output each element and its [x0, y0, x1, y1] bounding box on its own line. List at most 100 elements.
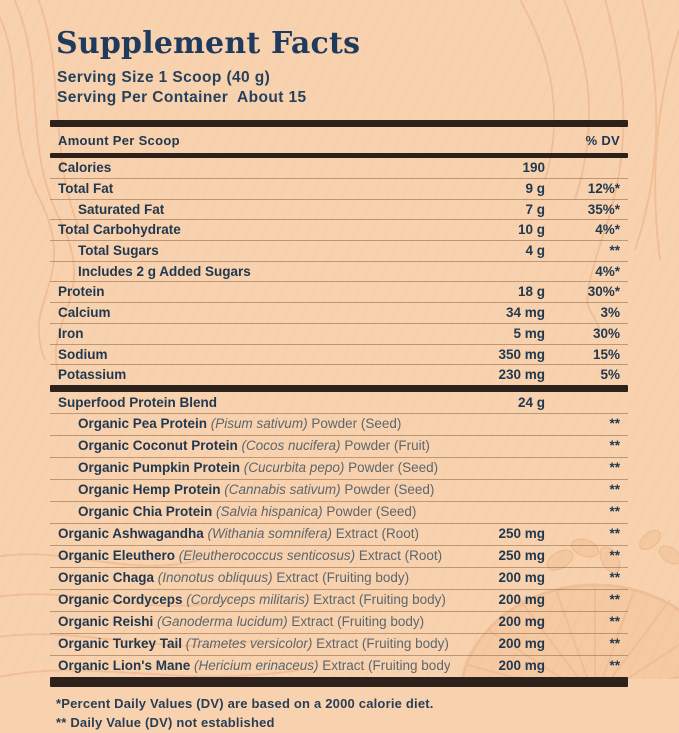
ingredient-name: Organic Reishi (Ganoderma lucidum) Extra… — [58, 614, 425, 630]
daily-value: 12%* — [587, 181, 620, 197]
amount-value: 250 mg — [498, 548, 545, 564]
amount-value: 4 g — [525, 243, 545, 259]
column-header-row: Amount Per Scoop % DV — [50, 127, 628, 153]
nutrient-table: Calories 190 Total Fat 9 g 12%* Saturated Fat… — [50, 158, 628, 385]
daily-value: ** — [609, 658, 620, 674]
ingredient-name: Total Fat — [58, 181, 114, 197]
amount-value: 7 g — [525, 201, 545, 217]
divider-bar-header — [50, 153, 628, 159]
amount-value: 10 g — [517, 222, 545, 238]
table-row: Sodium 350 mg 15% — [50, 345, 628, 366]
daily-value: ** — [609, 482, 620, 498]
table-row: Organic Hemp Protein (Cannabis sativum) … — [50, 480, 628, 502]
daily-value: 5% — [600, 367, 620, 383]
blend-table: Superfood Protein Blend 24 g Organic Pea P… — [50, 392, 628, 677]
daily-value: ** — [609, 416, 620, 432]
ingredient-name: Organic Chia Protein (Salvia hispanica) … — [78, 504, 417, 520]
ingredient-name: Sodium — [58, 346, 108, 362]
divider-bar-top — [50, 120, 628, 128]
ingredient-name: Includes 2 g Added Sugars — [78, 263, 251, 279]
servings-per-container-text: Serving Per Container About 15 — [57, 89, 307, 107]
amount-value: 200 mg — [498, 636, 545, 652]
divider-bar-middle — [50, 384, 628, 392]
ingredient-name: Organic Hemp Protein (Cannabis sativum) … — [78, 482, 435, 498]
table-row: Organic Lion's Mane (Hericium erinaceus)… — [50, 656, 628, 677]
daily-value: ** — [609, 592, 620, 608]
table-row: Superfood Protein Blend 24 g — [50, 392, 628, 414]
table-row: Organic Pumpkin Protein (Cucurbita pepo)… — [50, 458, 628, 480]
amount-value: 350 mg — [498, 346, 545, 362]
daily-value: ** — [609, 243, 620, 259]
table-row: Organic Cordyceps (Cordyceps militaris) … — [50, 590, 628, 612]
page-title: Supplement Facts — [56, 26, 361, 61]
daily-value: 3% — [600, 305, 620, 321]
amount-value: 200 mg — [498, 570, 545, 586]
table-row: Includes 2 g Added Sugars 4%* — [50, 262, 628, 283]
footnotes: *Percent Daily Values (DV) are based on … — [56, 694, 628, 733]
ingredient-name: Organic Ashwagandha (Withania somnifera)… — [58, 526, 419, 542]
amount-value: 24 g — [517, 394, 545, 410]
table-row: Organic Eleuthero (Eleutherococcus senti… — [50, 546, 628, 568]
amount-value: 230 mg — [498, 367, 545, 383]
amount-value: 9 g — [525, 181, 545, 197]
ingredient-name: Total Carbohydrate — [58, 222, 181, 238]
supplement-facts-panel: Supplement Facts Serving Size 1 Scoop (4… — [50, 28, 628, 733]
ingredient-name: Organic Cordyceps (Cordyceps militaris) … — [58, 592, 446, 608]
ingredient-name: Iron — [58, 325, 84, 341]
table-row: Total Sugars 4 g ** — [50, 241, 628, 262]
ingredient-name: Organic Pumpkin Protein (Cucurbita pepo)… — [78, 460, 439, 476]
table-row: Organic Chia Protein (Salvia hispanica) … — [50, 502, 628, 524]
amount-value: 5 mg — [513, 325, 545, 341]
column-header-amount: Amount Per Scoop — [58, 133, 180, 149]
amount-value: 200 mg — [498, 592, 545, 608]
ingredient-name: Organic Lion's Mane (Hericium erinaceus)… — [58, 658, 450, 674]
ingredient-name: Calcium — [58, 305, 111, 321]
ingredient-name: Calories — [58, 160, 112, 176]
ingredient-name: Organic Eleuthero (Eleutherococcus senti… — [58, 548, 443, 564]
ingredient-name: Organic Turkey Tail (Trametes versicolor… — [58, 636, 449, 652]
ingredient-name: Protein — [58, 284, 105, 300]
daily-value: 4%* — [595, 263, 620, 279]
daily-value: ** — [609, 548, 620, 564]
amount-value: 34 mg — [505, 305, 545, 321]
daily-value: 15% — [592, 346, 620, 362]
ingredient-name: Organic Coconut Protein (Cocos nucifera)… — [78, 438, 430, 454]
daily-value: ** — [609, 614, 620, 630]
ingredient-name: Potassium — [58, 367, 127, 383]
daily-value: ** — [609, 526, 620, 542]
daily-value: 4%* — [595, 222, 620, 238]
serving-size-text: Serving Size 1 Scoop (40 g) — [57, 68, 271, 86]
table-row: Calcium 34 mg 3% — [50, 303, 628, 324]
table-row: Organic Pea Protein (Pisum sativum) Powd… — [50, 414, 628, 436]
daily-value: 35%* — [587, 201, 620, 217]
daily-value: 30%* — [587, 284, 620, 300]
table-row: Organic Ashwagandha (Withania somnifera)… — [50, 524, 628, 546]
ingredient-name: Superfood Protein Blend — [58, 394, 218, 410]
daily-value: ** — [609, 504, 620, 520]
table-row: Organic Chaga (Inonotus obliquus) Extrac… — [50, 568, 628, 590]
column-header-dv: % DV — [585, 133, 620, 149]
table-row: Total Fat 9 g 12%* — [50, 179, 628, 200]
daily-value: ** — [609, 570, 620, 586]
table-row: Potassium 230 mg 5% — [50, 365, 628, 385]
footnote-line: *Percent Daily Values (DV) are based on … — [56, 695, 434, 711]
daily-value: 30% — [592, 325, 620, 341]
divider-bar-bottom — [50, 676, 628, 687]
daily-value: ** — [609, 438, 620, 454]
table-row: Saturated Fat 7 g 35%* — [50, 200, 628, 221]
table-row: Iron 5 mg 30% — [50, 324, 628, 345]
daily-value: ** — [609, 460, 620, 476]
ingredient-name: Saturated Fat — [78, 201, 165, 217]
amount-value: 190 — [522, 160, 545, 176]
ingredient-name: Organic Chaga (Inonotus obliquus) Extrac… — [58, 570, 410, 586]
background-texture — [0, 0, 679, 679]
footnote-line: ** Daily Value (DV) not established — [56, 715, 275, 730]
amount-value: 18 g — [517, 284, 545, 300]
table-row: Organic Turkey Tail (Trametes versicolor… — [50, 634, 628, 656]
table-row: Organic Coconut Protein (Cocos nucifera)… — [50, 436, 628, 458]
table-row: Organic Reishi (Ganoderma lucidum) Extra… — [50, 612, 628, 634]
daily-value: ** — [609, 636, 620, 652]
amount-value: 200 mg — [498, 614, 545, 630]
ingredient-name: Total Sugars — [78, 243, 159, 259]
